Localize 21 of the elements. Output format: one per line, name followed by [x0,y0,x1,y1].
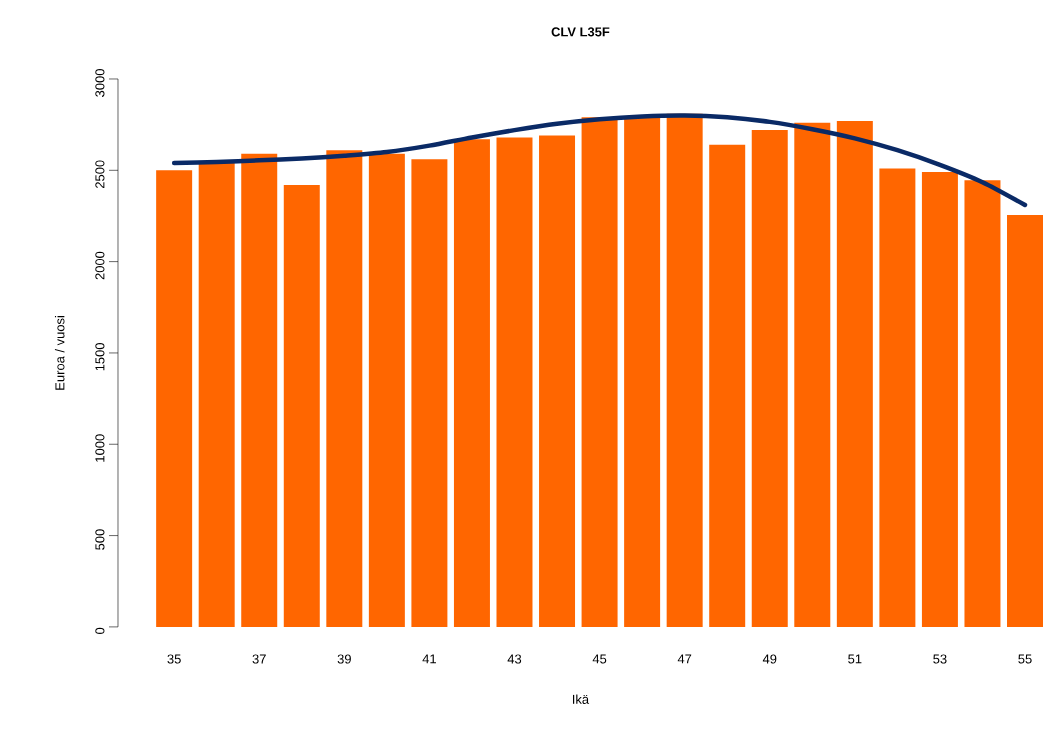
x-tick-label: 47 [677,654,692,664]
x-tick-label: 53 [933,654,947,664]
y-tick-label: 1500 [95,343,105,371]
x-tick-label: 43 [507,654,522,664]
x-tick-label: 51 [848,654,862,664]
y-tick-label: 2000 [95,251,105,280]
x-tick-label: 41 [422,654,436,664]
x-tick-label: 37 [252,654,266,664]
x-tick-label: 55 [1018,654,1032,664]
x-tick-label: 35 [167,654,181,664]
x-tick-label: 49 [762,654,777,664]
x-tick-label: 39 [337,654,351,664]
y-axis-title: Euroa / vuosi [54,316,65,390]
y-tick-label: 3000 [95,69,105,97]
y-tick-label: 500 [95,529,105,550]
y-tick-label: 2500 [95,160,105,189]
y-tick-label: 0 [95,627,105,635]
y-tick-label: 1000 [95,434,105,462]
x-tick-label: 45 [592,654,607,664]
chart-title: CLV L35F [551,27,610,37]
x-axis-title: Ikä [573,694,590,704]
